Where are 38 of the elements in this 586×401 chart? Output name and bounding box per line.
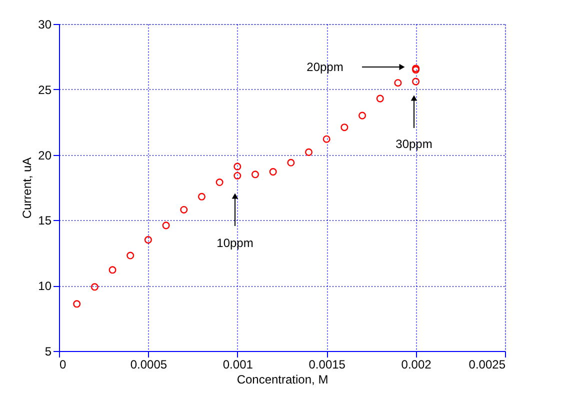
point	[251, 170, 259, 178]
y-tick-label: 10	[38, 279, 52, 294]
x-tick-label: 0.0005	[130, 358, 168, 372]
x-tick-label: 0.001	[222, 358, 254, 372]
point	[234, 172, 242, 180]
point	[322, 135, 330, 143]
y-tick-label: 30	[38, 18, 52, 32]
annotation: 30ppm	[396, 137, 432, 151]
point	[394, 79, 402, 87]
point	[358, 112, 366, 120]
point	[162, 222, 170, 230]
point	[287, 158, 295, 166]
point	[305, 148, 313, 156]
point	[198, 192, 206, 200]
point	[216, 178, 224, 186]
x-tick-label: 0.0015	[308, 358, 346, 372]
point	[108, 266, 116, 274]
point	[180, 206, 188, 214]
point	[144, 236, 152, 244]
point	[90, 283, 98, 291]
annotation: 20ppm	[306, 60, 344, 74]
point	[340, 124, 348, 132]
x-tick-label: 0	[60, 358, 66, 372]
y-tick-label: 25	[38, 82, 52, 97]
point	[269, 168, 277, 176]
x-tick-label: 0.002	[401, 358, 432, 372]
x-tick-label: 0.0025	[468, 358, 506, 372]
x-axis-title: Concentration, M	[236, 372, 328, 386]
y-tick-label: 20	[38, 148, 52, 162]
y-tick-label: 5	[44, 344, 52, 358]
y-tick-label: 15	[38, 214, 52, 228]
point	[234, 162, 242, 170]
point	[126, 252, 134, 260]
y-axis-title: Current, uA	[20, 157, 34, 219]
point	[73, 300, 81, 308]
point	[376, 94, 384, 102]
annotation: 10ppm	[216, 236, 254, 250]
point	[412, 78, 420, 86]
